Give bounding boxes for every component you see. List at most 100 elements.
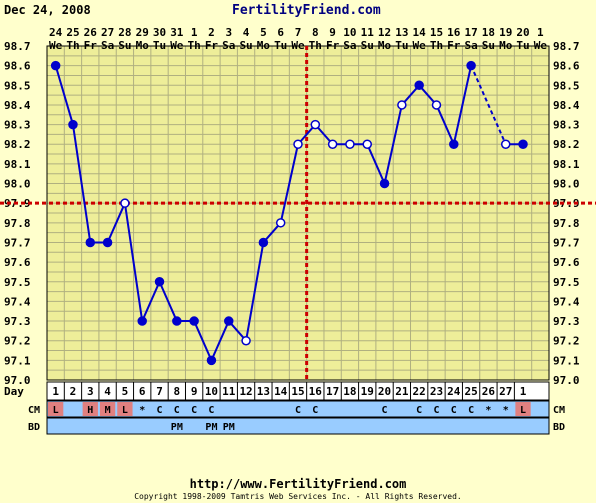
footer-url[interactable]: http://www.FertilityFriend.com xyxy=(189,477,407,491)
weekday-label: Fr xyxy=(447,39,461,52)
y-tick-right: 97.0 xyxy=(553,374,580,387)
y-tick-left: 97.2 xyxy=(4,335,31,348)
date-label: 28 xyxy=(118,26,131,39)
temp-point xyxy=(362,139,372,149)
y-tick-right: 98.4 xyxy=(553,99,580,112)
temp-point xyxy=(224,316,234,326)
date-label: 7 xyxy=(295,26,302,39)
chart-date: Dec 24, 2008 xyxy=(4,3,91,17)
cm-cell-highlight xyxy=(117,402,133,416)
weekday-label: Tu xyxy=(153,39,166,52)
date-label: 27 xyxy=(101,26,114,39)
temp-point xyxy=(189,316,199,326)
y-tick-left: 98.6 xyxy=(4,60,31,73)
y-tick-left: 98.5 xyxy=(4,79,31,92)
temp-point xyxy=(85,237,96,248)
temp-line-segment xyxy=(71,124,92,243)
cm-value: C xyxy=(382,405,388,416)
bd-row-label-right: BD xyxy=(553,422,565,433)
date-label: 14 xyxy=(413,26,427,39)
y-tick-left: 97.6 xyxy=(4,256,31,269)
date-label: 15 xyxy=(430,26,443,39)
temp-line-segment xyxy=(54,65,74,125)
temp-point xyxy=(397,100,407,110)
day-number: 5 xyxy=(122,385,129,398)
day-number: 22 xyxy=(413,385,426,398)
cm-value: * xyxy=(503,405,509,416)
y-tick-right: 97.1 xyxy=(553,354,580,367)
y-tick-left: 97.0 xyxy=(4,374,31,387)
temp-point xyxy=(466,60,476,71)
y-tick-left: 98.0 xyxy=(4,178,31,191)
cm-value: L xyxy=(122,405,128,416)
cm-value: C xyxy=(191,405,197,416)
weekday-label: Th xyxy=(430,39,443,52)
temp-line-segment xyxy=(123,203,144,322)
cm-value: C xyxy=(208,405,214,416)
day-number: 11 xyxy=(222,385,236,398)
y-tick-left: 97.8 xyxy=(4,217,31,230)
day-number: 25 xyxy=(464,385,477,398)
weekday-label: We xyxy=(49,39,63,52)
date-label: 17 xyxy=(464,26,477,39)
temp-point xyxy=(172,316,182,326)
cm-value: M xyxy=(105,405,111,416)
date-label: 6 xyxy=(277,26,284,39)
temp-point xyxy=(345,139,355,149)
temp-point xyxy=(414,80,424,91)
day-number: 27 xyxy=(499,385,512,398)
y-tick-right: 97.5 xyxy=(553,276,580,289)
day-number: 23 xyxy=(430,385,443,398)
weekday-label: Sa xyxy=(101,39,114,52)
date-label: 31 xyxy=(170,26,184,39)
date-label: 5 xyxy=(260,26,267,39)
date-label: 20 xyxy=(516,26,529,39)
copyright-text: Copyright 1998-2009 Tamtris Web Services… xyxy=(134,492,462,501)
temp-line-segment xyxy=(106,202,126,243)
day-number: 3 xyxy=(87,385,94,398)
y-tick-right: 98.1 xyxy=(553,158,580,171)
temp-point xyxy=(120,198,130,208)
cm-value: L xyxy=(53,405,59,416)
y-tick-right: 98.3 xyxy=(553,119,580,132)
day-number: 13 xyxy=(257,385,270,398)
cm-cell-highlight xyxy=(48,402,64,416)
temp-line-segment xyxy=(279,144,299,224)
cm-value: * xyxy=(139,405,145,416)
date-label: 29 xyxy=(136,26,149,39)
temp-point xyxy=(68,119,78,130)
weekday-label: Sa xyxy=(343,39,356,52)
weekday-label: We xyxy=(291,39,305,52)
weekday-label: Fr xyxy=(205,39,219,52)
weekday-label: Fr xyxy=(84,39,98,52)
weekday-label: Mo xyxy=(136,39,150,52)
day-number: 16 xyxy=(309,385,323,398)
weekday-label: Fr xyxy=(326,39,340,52)
day-number: 14 xyxy=(274,385,288,398)
temp-line-segment xyxy=(245,242,265,341)
temp-line-segment xyxy=(452,65,473,145)
date-label: 2 xyxy=(208,26,215,39)
temp-point xyxy=(431,100,442,110)
temp-point xyxy=(102,237,113,248)
y-tick-left: 97.4 xyxy=(4,295,31,308)
cm-value: C xyxy=(174,405,180,416)
cm-row-label-right: CM xyxy=(553,405,565,416)
y-tick-right: 98.0 xyxy=(553,178,580,191)
y-tick-left: 97.7 xyxy=(4,236,31,249)
y-tick-right: 97.4 xyxy=(553,295,580,308)
temp-point xyxy=(449,139,459,149)
bd-value: PM xyxy=(205,422,217,433)
date-label: 16 xyxy=(447,26,461,39)
temp-line-segment xyxy=(210,320,230,361)
temp-point xyxy=(154,277,165,287)
weekday-label: We xyxy=(413,39,427,52)
weekday-label: Th xyxy=(188,39,201,52)
temp-line-segment xyxy=(470,65,507,145)
bd-row xyxy=(46,417,550,435)
day-number: 9 xyxy=(191,385,198,398)
temp-line-segment xyxy=(158,281,178,322)
y-tick-left: 97.3 xyxy=(4,315,31,328)
weekday-label: Su xyxy=(118,39,131,52)
